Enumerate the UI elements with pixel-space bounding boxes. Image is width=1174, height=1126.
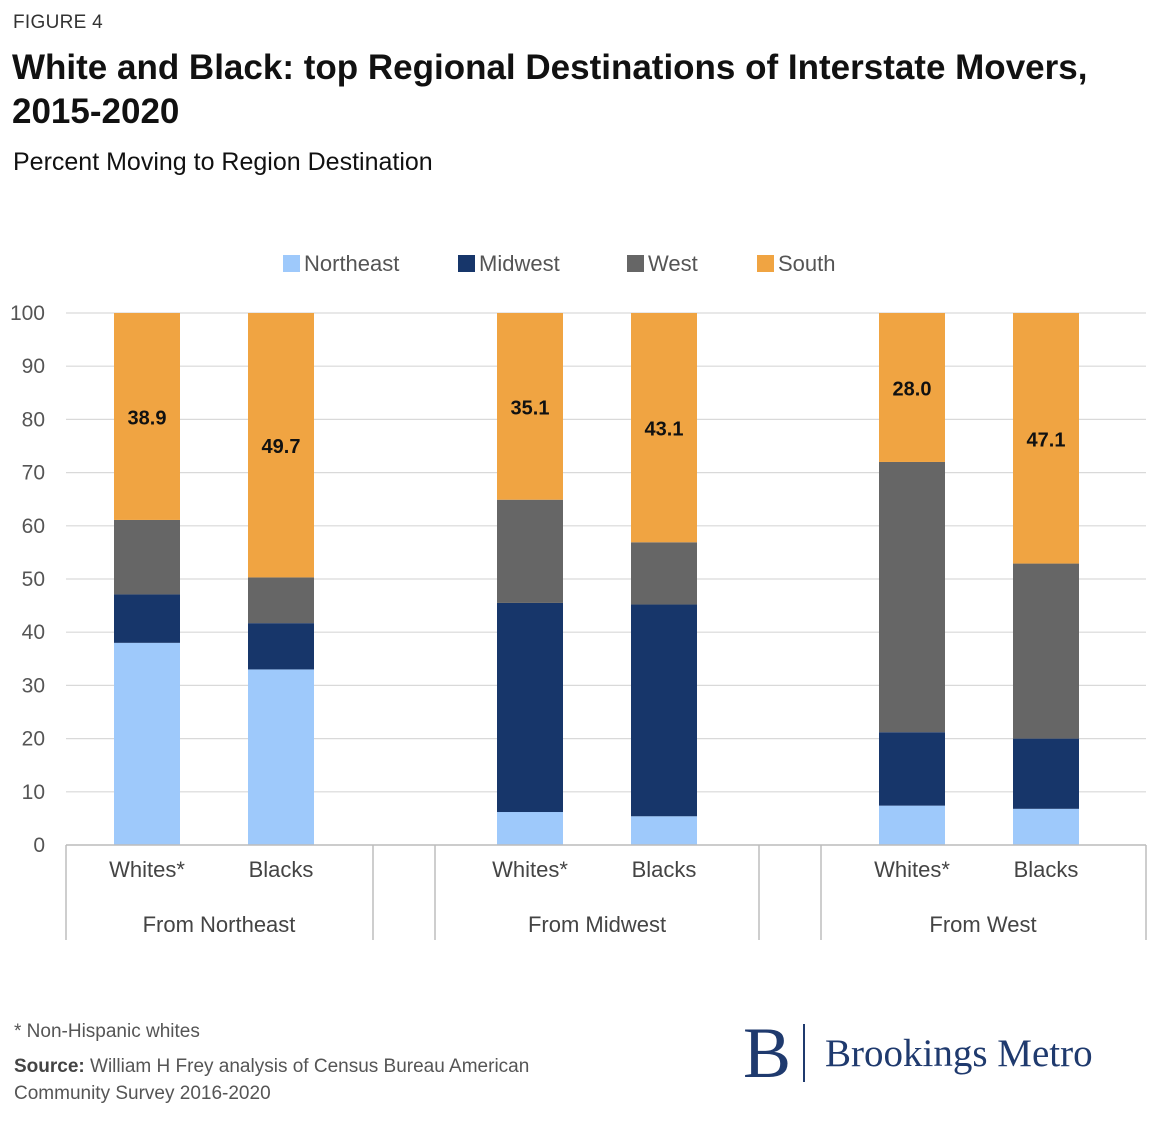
data-label: 43.1 (645, 419, 684, 441)
y-tick-label: 40 (22, 621, 45, 644)
bar-segment-west (879, 461, 945, 733)
x-category-label: Whites* (492, 857, 568, 882)
legend-swatch-midwest (458, 255, 475, 272)
x-category-label: Whites* (109, 857, 185, 882)
data-label: 49.7 (262, 436, 301, 458)
x-category-label: Whites* (874, 857, 950, 882)
chart-title: White and Black: top Regional Destinatio… (12, 48, 1088, 131)
bar-segment-south (248, 313, 314, 578)
y-tick-label: 30 (22, 674, 45, 697)
y-tick-label: 80 (22, 408, 45, 431)
bar-segment-south (1013, 313, 1079, 564)
bar-segment-midwest (114, 594, 180, 643)
bar-segment-midwest (631, 604, 697, 817)
bar-segment-midwest (1013, 738, 1079, 809)
bar-segment-west (1013, 563, 1079, 739)
footnote: * Non-Hispanic whites (14, 1021, 200, 1042)
bar-segment-west (248, 577, 314, 624)
y-tick-label: 50 (22, 568, 45, 591)
y-tick-label: 70 (22, 462, 45, 485)
x-group-label: From Midwest (528, 912, 666, 937)
legend-label: Midwest (479, 251, 560, 276)
bar-segment-northeast (879, 805, 945, 845)
legend-label: Northeast (304, 251, 399, 276)
x-group-label: From Northeast (143, 912, 296, 937)
bar-segment-south (879, 313, 945, 462)
bar-segment-midwest (248, 623, 314, 670)
legend-swatch-northeast (283, 255, 300, 272)
brookings-metro-logo: B Brookings Metro (743, 1013, 1093, 1093)
data-label: 38.9 (128, 407, 167, 429)
bar-segment-west (497, 499, 563, 603)
logo-name: Brookings Metro (825, 1031, 1093, 1075)
logo-letter: B (743, 1013, 792, 1093)
y-tick-label: 10 (22, 781, 45, 804)
source-label: Source: (14, 1056, 85, 1077)
legend-swatch-west (627, 255, 644, 272)
x-category-label: Blacks (249, 857, 314, 882)
bar-segment-northeast (248, 669, 314, 845)
bar-segment-northeast (1013, 808, 1079, 845)
bar-segment-south (631, 313, 697, 543)
bar-segment-midwest (497, 602, 563, 813)
x-category-label: Blacks (1014, 857, 1079, 882)
bar-segment-midwest (879, 732, 945, 806)
legend-label: South (778, 251, 836, 276)
bar-segment-northeast (114, 642, 180, 845)
y-tick-label: 20 (22, 728, 45, 751)
figure-label: FIGURE 4 (13, 12, 104, 33)
source-note: Source: William H Frey analysis of Censu… (14, 1053, 614, 1107)
bar-segment-south (497, 313, 563, 500)
data-label: 28.0 (893, 378, 932, 400)
y-tick-label: 60 (22, 515, 45, 538)
bar-segment-northeast (631, 816, 697, 845)
bar-segment-northeast (497, 812, 563, 845)
bar-segment-south (114, 313, 180, 520)
chart-subtitle: Percent Moving to Region Destination (13, 148, 433, 176)
data-label: 35.1 (511, 397, 550, 419)
bar-segment-west (631, 542, 697, 605)
legend-swatch-south (757, 255, 774, 272)
source-text: William H Frey analysis of Census Bureau… (14, 1056, 530, 1104)
x-group-label: From West (929, 912, 1036, 937)
y-tick-label: 100 (10, 302, 45, 325)
x-category-label: Blacks (632, 857, 697, 882)
bar-segment-west (114, 519, 180, 595)
data-label: 47.1 (1027, 429, 1066, 451)
logo-divider (803, 1024, 806, 1082)
stacked-bar-chart: 0 10 20 30 40 50 60 70 80 90 100 38.9 49.7 35.1 43.1 28… (10, 251, 1147, 940)
y-tick-label: 0 (33, 834, 45, 857)
y-tick-label: 90 (22, 355, 45, 378)
legend-label: West (648, 251, 698, 276)
